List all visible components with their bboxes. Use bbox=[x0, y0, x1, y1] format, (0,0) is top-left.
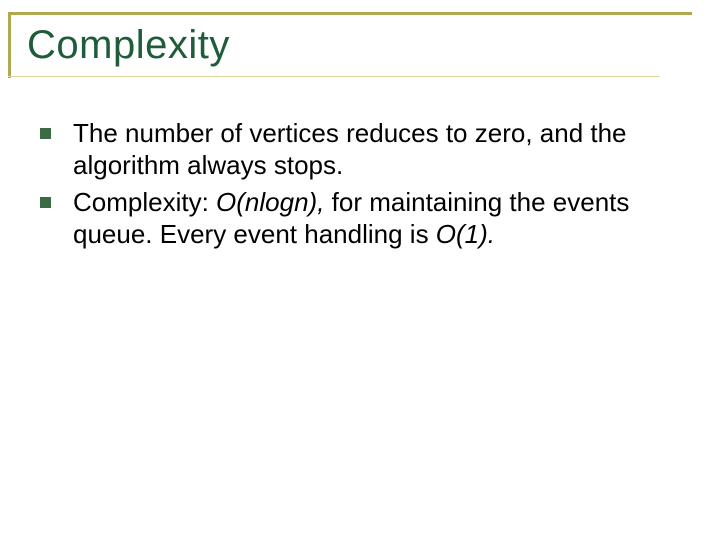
bullet-row: The number of vertices reduces to zero, … bbox=[40, 118, 680, 181]
slide-title: Complexity bbox=[27, 23, 692, 68]
title-container: Complexity bbox=[8, 12, 692, 78]
italic-span: O(nlogn), bbox=[216, 187, 324, 217]
slide: Complexity The number of vertices reduce… bbox=[0, 0, 720, 540]
bullet-text: The number of vertices reduces to zero, … bbox=[73, 118, 680, 181]
text-span: The number of vertices reduces to zero, … bbox=[73, 118, 627, 180]
title-underline bbox=[8, 76, 660, 77]
body-content: The number of vertices reduces to zero, … bbox=[40, 118, 680, 257]
square-bullet-icon bbox=[40, 128, 51, 139]
bullet-text: Complexity: O(nlogn), for maintaining th… bbox=[73, 187, 680, 250]
square-bullet-icon bbox=[40, 197, 51, 208]
bullet-row: Complexity: O(nlogn), for maintaining th… bbox=[40, 187, 680, 250]
italic-span: O(1). bbox=[436, 219, 495, 249]
text-span: Complexity: bbox=[73, 187, 216, 217]
